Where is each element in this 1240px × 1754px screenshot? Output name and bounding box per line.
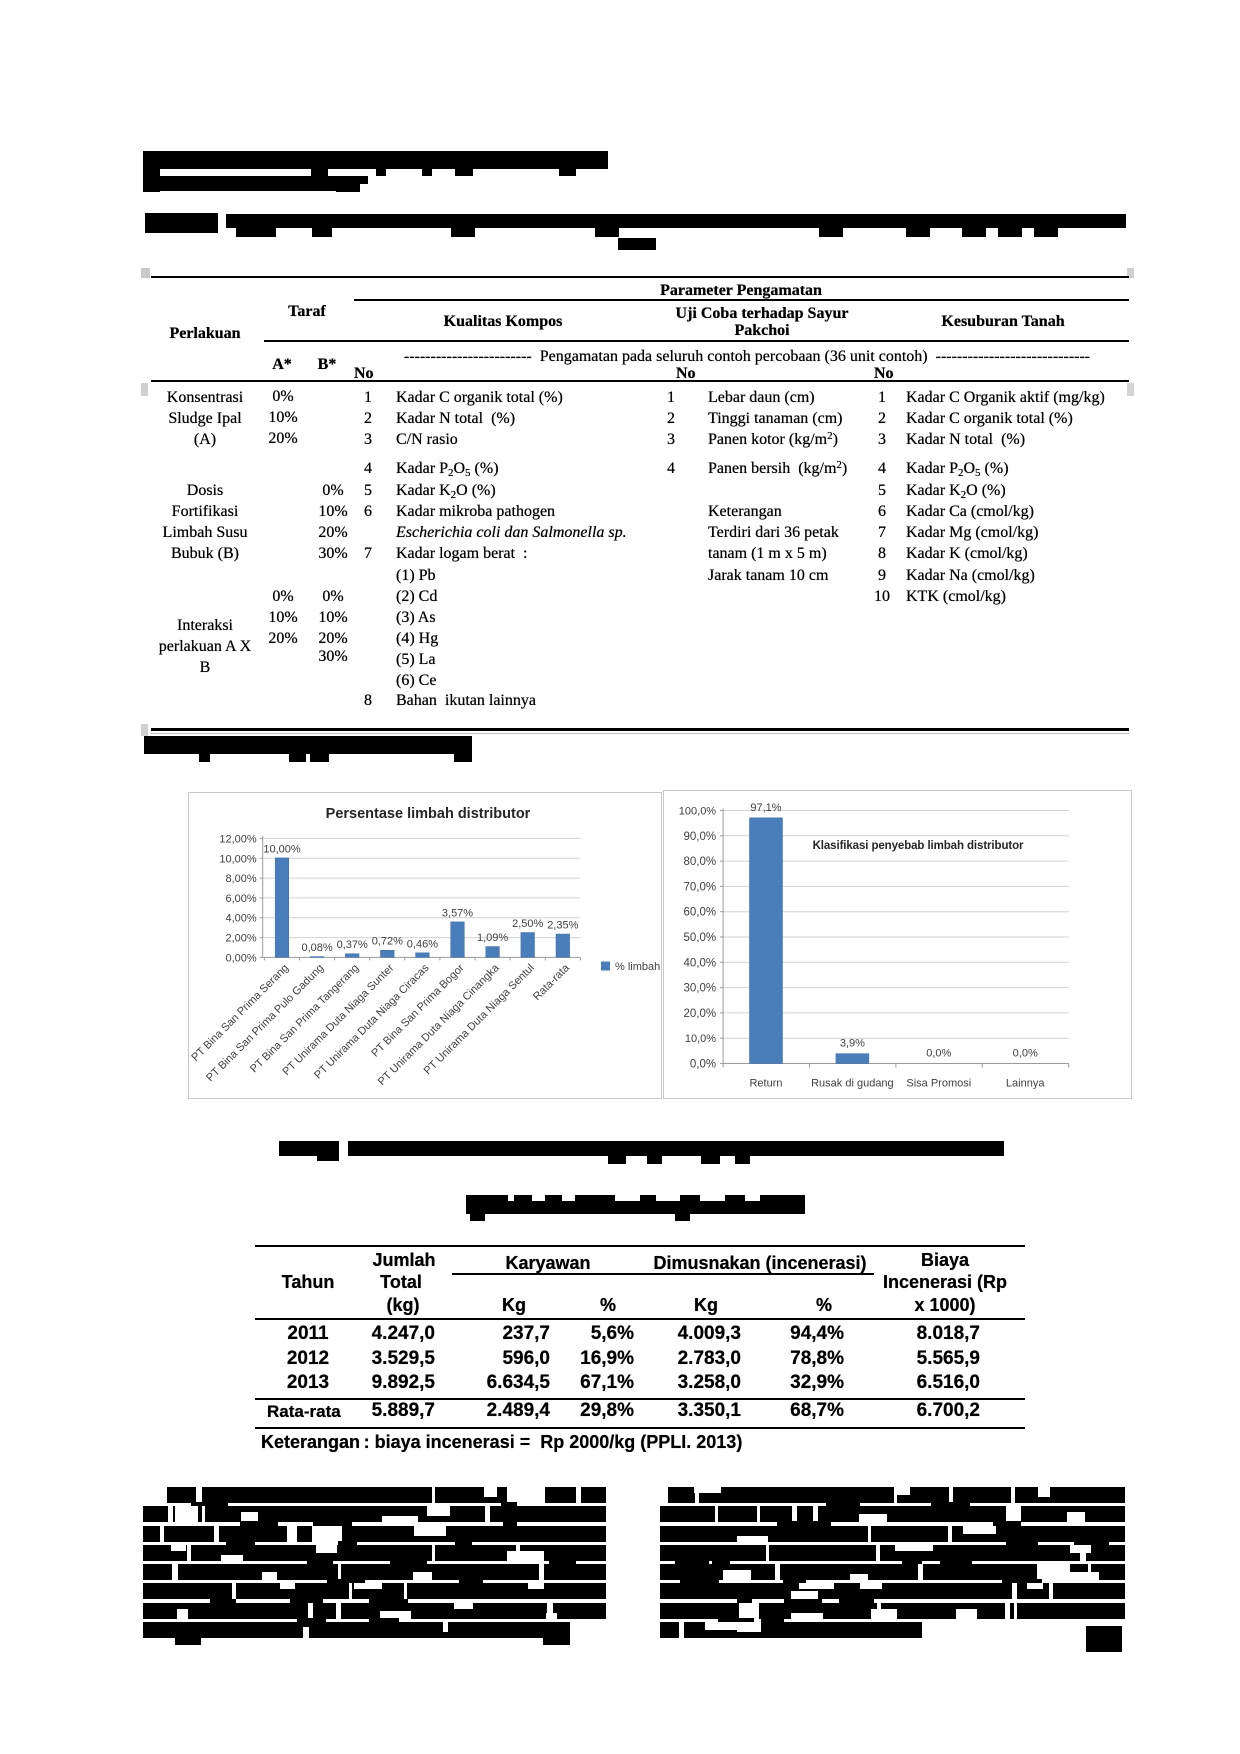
svg-text:20,0%: 20,0% (683, 1008, 716, 1020)
svg-text:2,00%: 2,00% (225, 933, 256, 945)
svg-text:2,35%: 2,35% (547, 920, 578, 932)
svg-text:8,00%: 8,00% (225, 873, 256, 885)
svg-text:Return: Return (749, 1078, 782, 1090)
svg-text:3,9%: 3,9% (840, 1038, 865, 1050)
svg-text:80,0%: 80,0% (683, 856, 716, 868)
svg-text:10,00%: 10,00% (263, 843, 301, 855)
svg-text:Persentase limbah distributor: Persentase limbah distributor (326, 806, 531, 822)
svg-text:Sisa Promosi: Sisa Promosi (906, 1078, 971, 1090)
svg-text:0,08%: 0,08% (301, 942, 332, 954)
svg-text:Rata-rata: Rata-rata (531, 961, 573, 1003)
svg-text:0,37%: 0,37% (337, 939, 368, 951)
svg-text:100,0%: 100,0% (679, 806, 717, 818)
svg-text:90,0%: 90,0% (683, 831, 716, 843)
svg-text:97,1%: 97,1% (750, 802, 781, 814)
svg-text:6,00%: 6,00% (225, 893, 256, 905)
svg-text:40,0%: 40,0% (683, 957, 716, 969)
svg-text:10,0%: 10,0% (685, 1033, 716, 1045)
svg-text:70,0%: 70,0% (683, 881, 716, 893)
svg-text:Rusak di gudang: Rusak di gudang (811, 1078, 894, 1090)
svg-text:Lainnya: Lainnya (1006, 1078, 1045, 1090)
svg-text:0,72%: 0,72% (372, 936, 403, 948)
svg-text:0,00%: 0,00% (225, 952, 256, 964)
svg-text:60,0%: 60,0% (683, 907, 716, 919)
svg-text:0,0%: 0,0% (1013, 1048, 1038, 1060)
svg-text:30,0%: 30,0% (683, 983, 716, 995)
svg-text:0,0%: 0,0% (926, 1048, 951, 1060)
svg-text:4,00%: 4,00% (225, 913, 256, 925)
svg-text:1,09%: 1,09% (477, 932, 508, 944)
svg-text:12,00%: 12,00% (219, 833, 257, 845)
svg-text:3,57%: 3,57% (442, 907, 473, 919)
svg-text:10,00%: 10,00% (219, 853, 257, 865)
svg-text:50,0%: 50,0% (683, 932, 716, 944)
svg-text:0,0%: 0,0% (690, 1059, 716, 1071)
svg-text:0,46%: 0,46% (407, 938, 438, 950)
svg-text:2,50%: 2,50% (512, 918, 543, 930)
svg-text:% limbah: % limbah (615, 961, 660, 973)
svg-text:Klasifikasi penyebab limbah di: Klasifikasi penyebab limbah distributor (813, 840, 1024, 852)
